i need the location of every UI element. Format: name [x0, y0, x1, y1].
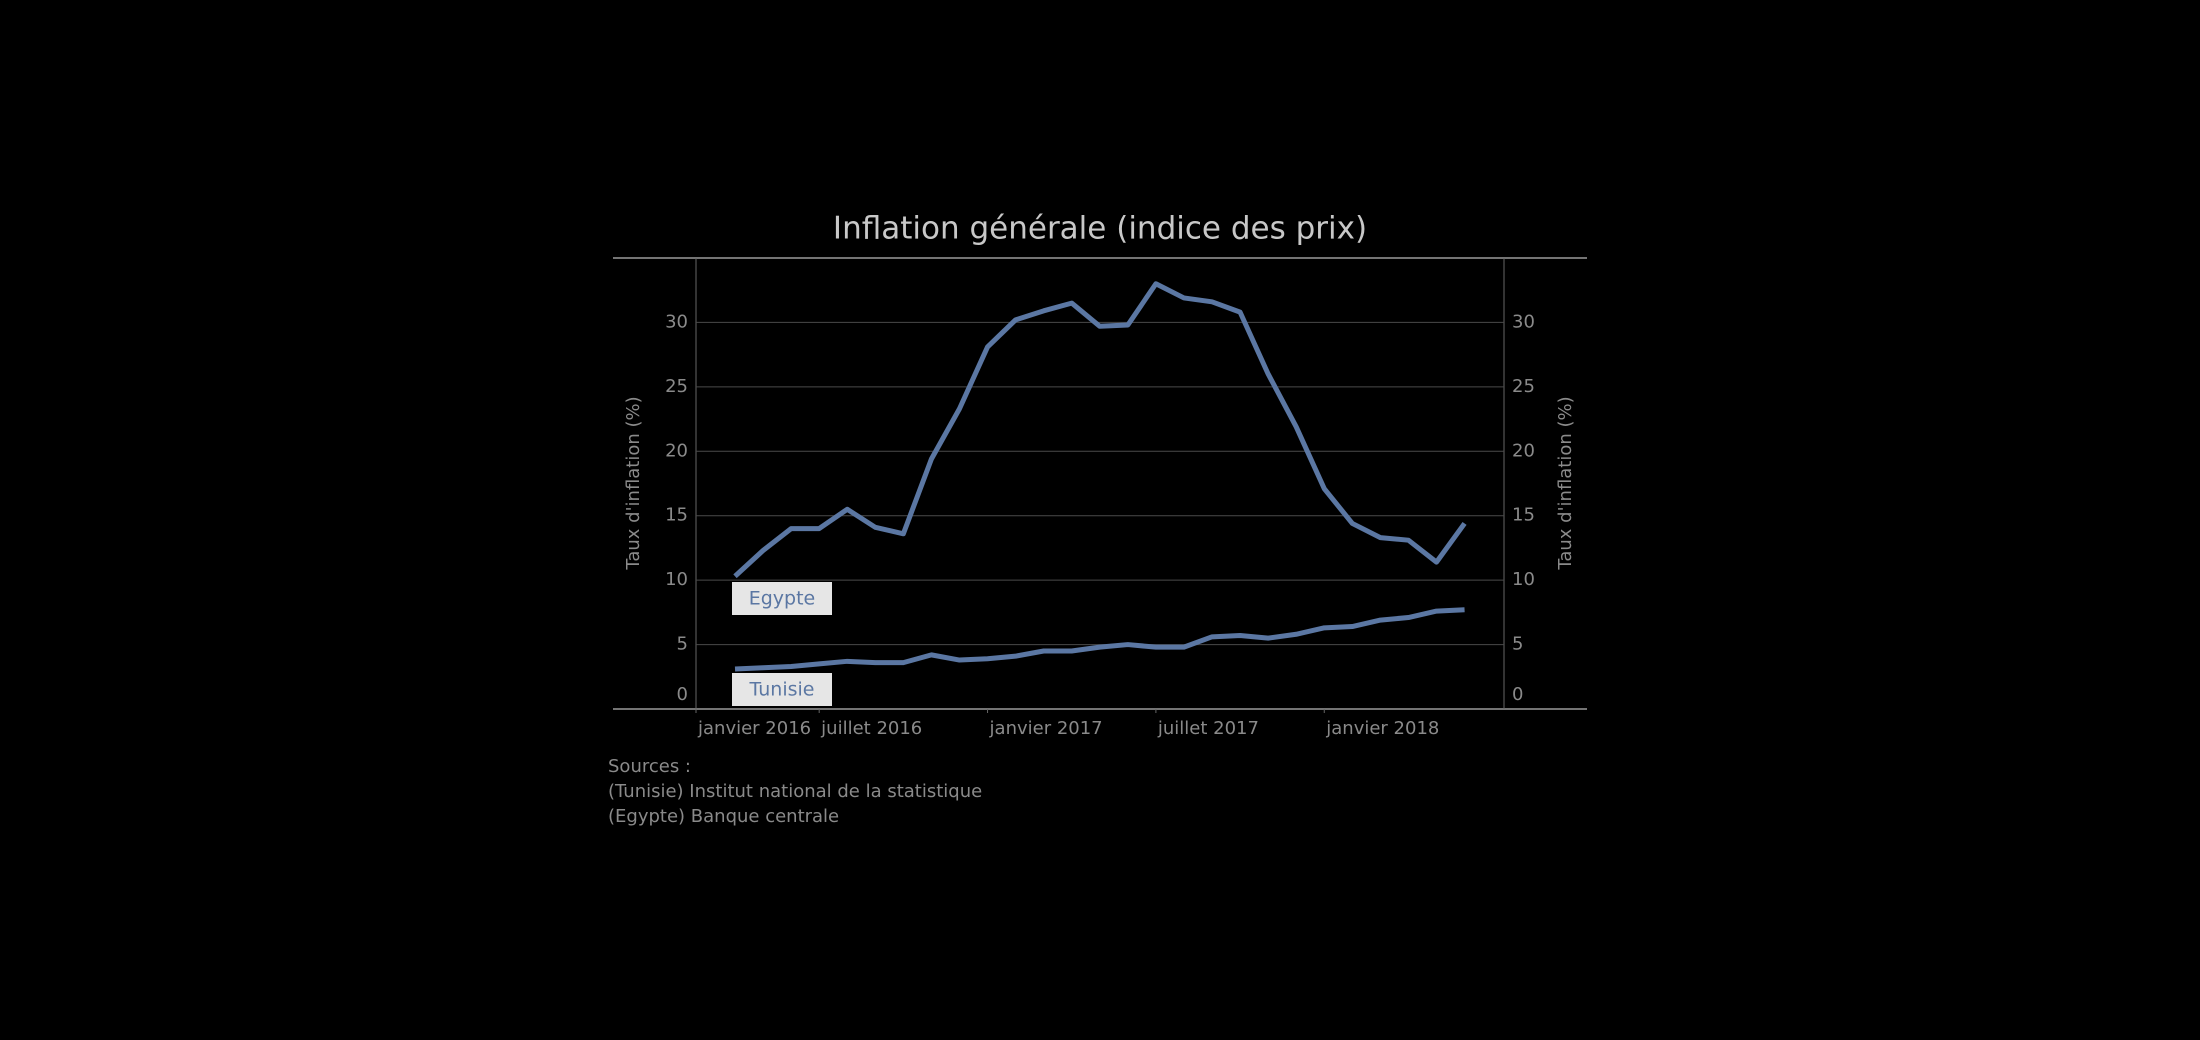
series-line [734, 607, 1465, 672]
x-tick-label: juillet 2017 [1157, 718, 1259, 739]
y2-tick-label: 10 [1512, 569, 1535, 590]
series-label-box [732, 673, 832, 706]
y2-axis-title: Taux d'inflation (%) [1555, 396, 1576, 570]
y-tick-label: 15 [665, 505, 688, 526]
y-tick-label: 10 [665, 569, 688, 590]
chart-title: Inflation générale (indice des prix) [833, 211, 1367, 247]
x-tick-label: juillet 2016 [820, 718, 922, 739]
series-label: Egypte [749, 588, 816, 610]
y2-tick-label: 30 [1512, 311, 1535, 332]
series-label: Tunisie [749, 679, 815, 701]
y2-tick-label: 5 [1512, 634, 1523, 655]
y-tick-label: 25 [665, 376, 688, 397]
y-tick-label: 30 [665, 311, 688, 332]
source-note: (Egypte) Banque centrale [608, 806, 839, 827]
y-tick-label: 20 [665, 440, 688, 461]
series-line [733, 281, 1467, 579]
x-tick-label: janvier 2017 [989, 718, 1103, 739]
y2-tick-label: 15 [1512, 505, 1535, 526]
x-tick-label: janvier 2016 [697, 718, 811, 739]
series-label-box [732, 582, 832, 615]
y-tick-label: 0 [677, 684, 688, 705]
source-note: (Tunisie) Institut national de la statis… [608, 781, 982, 802]
x-tick-label: janvier 2018 [1325, 718, 1439, 739]
y2-tick-label: 0 [1512, 684, 1523, 705]
y2-tick-label: 20 [1512, 440, 1535, 461]
y-tick-label: 5 [677, 634, 688, 655]
y2-tick-label: 25 [1512, 376, 1535, 397]
source-note: Sources : [608, 756, 691, 777]
y-axis-title: Taux d'inflation (%) [623, 396, 644, 570]
